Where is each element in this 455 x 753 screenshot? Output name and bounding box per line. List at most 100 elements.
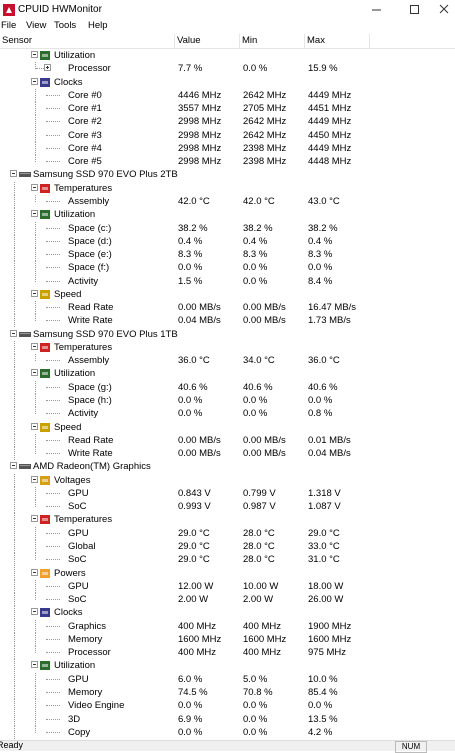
tree-line: [14, 274, 15, 288]
group-icon: [40, 568, 50, 578]
group-icon: [40, 289, 50, 299]
tree-line: [46, 108, 60, 110]
sensor-label: Core #3: [68, 129, 102, 141]
sensor-label: GPU: [68, 580, 89, 592]
sensor-label: Assembly: [68, 355, 110, 367]
expander[interactable]: [31, 342, 38, 350]
tree-line: [46, 718, 60, 720]
tree-line: [46, 585, 60, 587]
group-icon: [40, 183, 50, 193]
sensor-min: 0.00 MB/s: [243, 315, 286, 327]
sensor-min: 0.4 %: [243, 235, 268, 247]
expander[interactable]: [31, 210, 38, 218]
tree-line: [35, 500, 36, 508]
expander[interactable]: [31, 475, 38, 483]
sensor-max: 33.0 °C: [308, 540, 340, 552]
expander[interactable]: [31, 568, 38, 576]
sensor-max: 26.00 W: [308, 594, 344, 606]
expander[interactable]: [31, 51, 38, 58]
group-row: Powers: [0, 566, 455, 580]
group-row: Speed: [0, 420, 455, 434]
menu-bar: File View Tools Help: [0, 20, 455, 33]
tree-line: [14, 194, 15, 208]
sensor-value: 1.5 %: [178, 275, 203, 287]
group-label: Speed: [54, 421, 82, 433]
expander[interactable]: [31, 369, 38, 377]
tree-line: [14, 659, 15, 673]
sensor-min: 2.00 W: [243, 594, 274, 606]
window-title: CPUID HWMonitor: [18, 4, 102, 15]
tree-line: [14, 221, 15, 235]
menu-item[interactable]: File: [1, 20, 17, 31]
expander[interactable]: [31, 515, 38, 523]
tree-line: [35, 314, 36, 322]
tree-line: [46, 625, 60, 627]
expander[interactable]: [10, 170, 17, 178]
sensor-min: 2705 MHz: [243, 103, 287, 115]
column-header-cell[interactable]: Sensor: [0, 34, 175, 48]
sensor-max: 975 MHz: [308, 647, 347, 659]
tree-line: [14, 566, 15, 580]
sensor-label: GPU: [68, 673, 89, 685]
menu-item[interactable]: Tools: [54, 20, 77, 31]
tree-line: [14, 619, 15, 633]
sensor-max: 4449 MHz: [308, 89, 352, 101]
sensor-label: Video Engine: [68, 700, 125, 712]
expander[interactable]: [31, 661, 38, 669]
tree-line: [46, 731, 60, 733]
tree-line: [46, 599, 60, 601]
sensor-min: 40.6 %: [243, 381, 273, 393]
expander[interactable]: [44, 64, 51, 72]
sensor-max: 16.47 MB/s: [308, 302, 357, 314]
expander[interactable]: [31, 422, 38, 430]
sensor-label: Assembly: [68, 195, 110, 207]
tree-line: [35, 672, 36, 686]
expander[interactable]: [10, 329, 17, 337]
menu-item[interactable]: View: [26, 20, 47, 31]
expander[interactable]: [31, 608, 38, 616]
expander[interactable]: [31, 289, 38, 297]
tree-line: [14, 420, 15, 434]
expander[interactable]: [10, 462, 17, 470]
menu-item[interactable]: Help: [88, 20, 108, 31]
tree-line: [35, 593, 36, 601]
group-icon: [40, 369, 50, 379]
sensor-value: 0.843 V: [178, 487, 211, 499]
tree-line: [14, 181, 15, 195]
expander[interactable]: [31, 183, 38, 191]
column-header-cell[interactable]: Min: [240, 34, 305, 48]
tree-line: [46, 678, 60, 680]
group-label: Powers: [54, 567, 86, 579]
sensor-label: Space (f:): [68, 262, 110, 274]
sensor-label: Core #4: [68, 142, 102, 154]
sensor-value: 7.7 %: [178, 63, 203, 75]
column-header-cell[interactable]: Max: [305, 34, 370, 48]
tree-line: [46, 545, 60, 547]
tree-line: [35, 619, 36, 633]
sensor-row: Copy 0.0 % 0.0 % 4.2 %: [0, 725, 455, 739]
tree-line: [35, 274, 36, 282]
tree-line: [14, 606, 15, 620]
device-row: AMD Radeon(TM) Graphics: [0, 460, 455, 473]
group-icon: [40, 422, 50, 432]
window-controls[interactable]: [370, 4, 450, 16]
sensor-label: 3D: [68, 713, 81, 725]
group-label: Utilization: [54, 50, 96, 61]
expander[interactable]: [31, 77, 38, 85]
sensor-value: 2998 MHz: [178, 142, 222, 154]
tree-line: [46, 439, 60, 441]
tree-line: [35, 699, 36, 713]
tree-line: [14, 579, 15, 593]
tree-line: [35, 354, 36, 362]
sensor-row: Write Rate 0.00 MB/s 0.00 MB/s 0.04 MB/s: [0, 447, 455, 461]
group-label: Utilization: [54, 660, 96, 672]
sensor-value: 74.5 %: [178, 686, 208, 698]
sensor-row: Core #1 3557 MHz 2705 MHz 4451 MHz: [0, 102, 455, 116]
column-header-cell[interactable]: Value: [175, 34, 240, 48]
group-row: Utilization: [0, 659, 455, 673]
sensor-row: GPU 0.843 V 0.799 V 1.318 V: [0, 486, 455, 500]
group-icon: [40, 77, 50, 87]
tree-line: [35, 447, 36, 455]
tree-line: [14, 287, 15, 301]
